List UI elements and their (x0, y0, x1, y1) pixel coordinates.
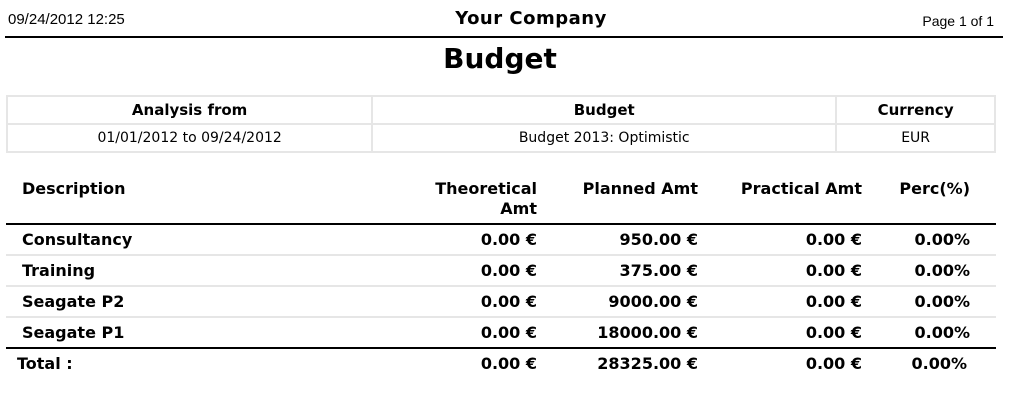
row-planned: 9000.00 € (608, 292, 698, 311)
row-description: Training (22, 261, 96, 280)
row-planned: 375.00 € (619, 261, 698, 280)
total-planned: 28325.00 € (597, 354, 698, 373)
row-practical: 0.00 € (805, 230, 862, 249)
row-planned: 950.00 € (619, 230, 698, 249)
info-value-row: 01/01/2012 to 09/24/2012 Budget 2013: Op… (5, 123, 996, 153)
row-practical: 0.00 € (805, 323, 862, 342)
currency-value: EUR (835, 123, 996, 153)
row-perc: 0.00% (914, 230, 970, 249)
currency-header: Currency (835, 95, 996, 125)
table-row: Seagate P2 0.00 € 9000.00 € 0.00 € 0.00% (6, 287, 996, 318)
row-description: Seagate P1 (22, 323, 125, 342)
table-row: Training 0.00 € 375.00 € 0.00 € 0.00% (6, 256, 996, 287)
total-theoretical: 0.00 € (480, 354, 537, 373)
table-row: Seagate P1 0.00 € 18000.00 € 0.00 € 0.00… (6, 318, 996, 349)
total-perc: 0.00% (911, 354, 967, 373)
report-title: Budget (443, 42, 557, 75)
total-practical: 0.00 € (805, 354, 862, 373)
row-theoretical: 0.00 € (480, 292, 537, 311)
row-perc: 0.00% (914, 292, 970, 311)
total-label: Total : (17, 354, 73, 373)
company-name: Your Company (455, 8, 607, 29)
row-description: Seagate P2 (22, 292, 125, 311)
row-theoretical: 0.00 € (480, 261, 537, 280)
analysis-info-table: Analysis from Budget Currency 01/01/2012… (5, 95, 996, 153)
lines-header-row: Description Theoretical Amt Planned Amt … (6, 174, 996, 225)
budget-header: Budget (371, 95, 838, 125)
report-datetime: 09/24/2012 12:25 (8, 11, 125, 28)
theoretical-header-line1: Theoretical (435, 179, 537, 198)
info-header-row: Analysis from Budget Currency (5, 95, 996, 125)
theoretical-column-header: Theoretical Amt (397, 179, 537, 219)
row-practical: 0.00 € (805, 292, 862, 311)
budget-lines-table: Description Theoretical Amt Planned Amt … (6, 174, 996, 379)
analysis-period: 01/01/2012 to 09/24/2012 (5, 123, 374, 153)
row-description: Consultancy (22, 230, 133, 249)
row-perc: 0.00% (914, 261, 970, 280)
analysis-from-header: Analysis from (5, 95, 374, 125)
row-planned: 18000.00 € (597, 323, 698, 342)
row-practical: 0.00 € (805, 261, 862, 280)
perc-column-header: Perc(%) (899, 179, 970, 198)
row-theoretical: 0.00 € (480, 323, 537, 342)
page-number: Page 1 of 1 (922, 13, 994, 29)
table-row: Consultancy 0.00 € 950.00 € 0.00 € 0.00% (6, 225, 996, 256)
budget-name: Budget 2013: Optimistic (371, 123, 838, 153)
row-perc: 0.00% (914, 323, 970, 342)
planned-column-header: Planned Amt (582, 179, 698, 198)
row-theoretical: 0.00 € (480, 230, 537, 249)
header-divider (5, 36, 1003, 38)
theoretical-header-line2: Amt (500, 199, 537, 218)
description-column-header: Description (22, 179, 126, 198)
total-row: Total : 0.00 € 28325.00 € 0.00 € 0.00% (6, 349, 996, 379)
practical-column-header: Practical Amt (740, 179, 862, 198)
